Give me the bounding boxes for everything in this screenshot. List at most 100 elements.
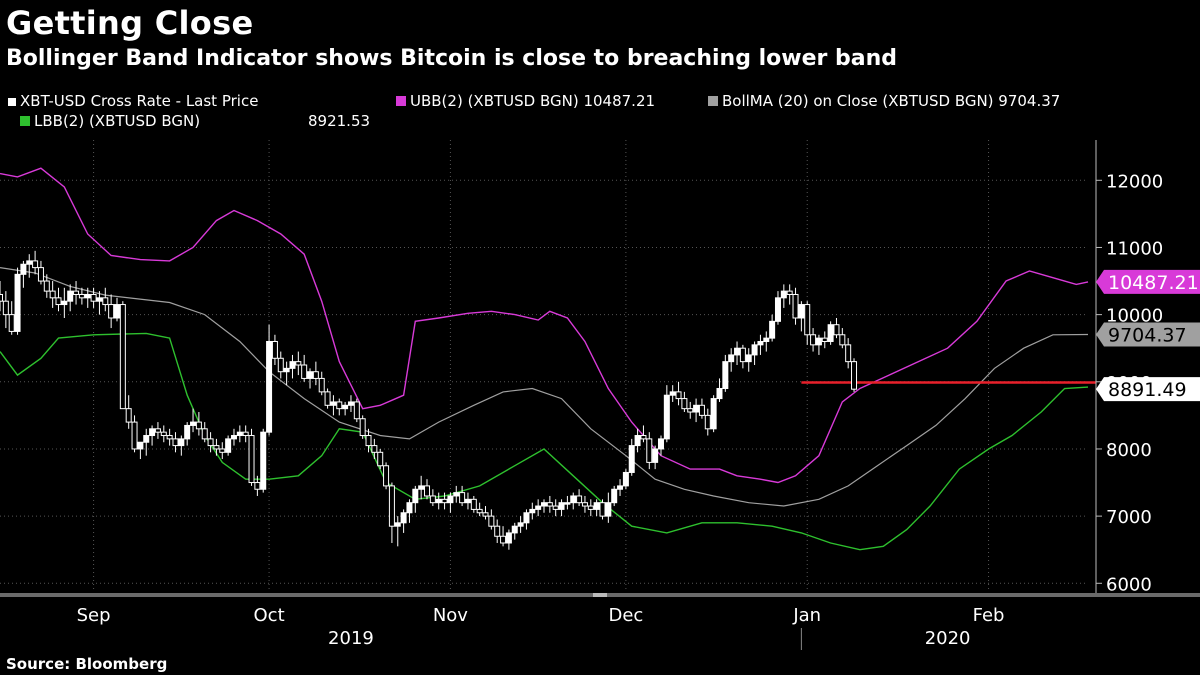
candle-up [605, 502, 612, 517]
legend-item-lbb: LBB(2) (XBTUSD BGN) [20, 112, 200, 130]
candle-down [324, 391, 331, 406]
price-candles [0, 250, 858, 550]
candle-down [833, 324, 840, 336]
candle-up [763, 337, 770, 342]
candle-down [687, 408, 694, 413]
legend-label-lbb: LBB(2) (XBTUSD BGN) [34, 112, 201, 130]
candle-down [546, 502, 553, 507]
series-line-lbb [0, 332, 1089, 551]
candle-up [728, 354, 735, 363]
chart-subtitle: Bollinger Band Indicator shows Bitcoin i… [6, 46, 898, 71]
candle-down [119, 304, 126, 410]
candle-down [312, 371, 319, 379]
candle-up [774, 297, 781, 322]
candle-down [429, 495, 436, 504]
candle-down [125, 408, 132, 423]
candle-up [652, 448, 659, 463]
candle-down [201, 428, 208, 440]
candle-up [412, 488, 419, 504]
candle-down [108, 304, 115, 319]
candle-up [505, 532, 512, 544]
candle-down [698, 404, 705, 416]
candle-up [523, 512, 530, 524]
candle-down [32, 260, 39, 269]
candle-down [78, 293, 85, 299]
candle-up [14, 273, 21, 332]
candle-down [383, 465, 390, 487]
legend-swatch-bollma [708, 96, 718, 106]
candle-up [418, 485, 425, 490]
candle-down [488, 515, 495, 527]
year-label: 2020 [925, 628, 971, 649]
x-tick-label: Dec [608, 605, 643, 626]
candle-up [780, 290, 787, 299]
candle-up [342, 404, 349, 410]
candle-down [195, 421, 202, 430]
candle-up [347, 401, 354, 406]
candle-down [739, 347, 746, 363]
candle-down [73, 290, 80, 295]
candle-up [149, 428, 156, 437]
candle-down [160, 431, 167, 437]
source-note: Source: Bloomberg [6, 655, 168, 673]
candle-up [236, 431, 243, 437]
candle-down [640, 435, 647, 440]
candle-down [254, 482, 261, 490]
candle-up [570, 495, 577, 504]
candle-up [593, 502, 600, 510]
candle-down [301, 364, 308, 379]
candle-down [49, 290, 56, 299]
candle-up [558, 502, 565, 510]
legend-item-price: XBT-USD Cross Rate - Last Price [8, 92, 258, 110]
candle-down [821, 337, 828, 342]
candle-up [447, 495, 454, 504]
candle-up [178, 438, 185, 447]
candle-down [804, 304, 811, 336]
candle-down [102, 297, 109, 306]
candle-up [827, 324, 834, 342]
candle-up [137, 441, 144, 450]
y-tick-label: 12000 [1106, 171, 1163, 192]
candle-down [271, 340, 278, 359]
candle-down [681, 398, 688, 410]
candle-up [406, 502, 413, 514]
candle-down [459, 492, 466, 504]
legend-swatch-ubb [396, 96, 406, 106]
candle-up [400, 512, 407, 524]
value-label-ma: 9704.37 [1108, 324, 1187, 346]
candle-down [131, 421, 138, 450]
candle-down [207, 438, 214, 447]
candle-up [84, 293, 91, 299]
candle-up [266, 340, 273, 433]
candle-down [476, 508, 483, 514]
candle-down [576, 495, 583, 504]
candle-down [43, 280, 50, 292]
candle-down [55, 297, 62, 306]
candle-up [541, 502, 547, 507]
value-label-bg-price [1096, 377, 1200, 402]
candle-down [441, 498, 448, 504]
candle-down [424, 485, 431, 497]
candle-up [710, 398, 717, 430]
legend-swatch-price [8, 98, 16, 106]
x-tick-label: Sep [77, 605, 111, 626]
candle-up [751, 344, 758, 356]
candle-down [90, 293, 97, 302]
x-tick-label: Feb [973, 605, 1005, 626]
candle-down [8, 314, 15, 332]
candle-down [353, 401, 360, 420]
candle-up [734, 347, 741, 356]
candle-down [786, 290, 793, 295]
candle-down [359, 418, 366, 437]
candle-down [792, 293, 799, 319]
candle-up [307, 371, 314, 379]
candle-down [242, 431, 249, 437]
x-tick-label: Nov [433, 605, 468, 626]
candle-up [435, 498, 442, 504]
candle-down [845, 344, 852, 363]
candle-up [564, 502, 571, 505]
candle-down [318, 377, 325, 393]
candle-up [722, 361, 729, 390]
candle-down [500, 535, 507, 544]
